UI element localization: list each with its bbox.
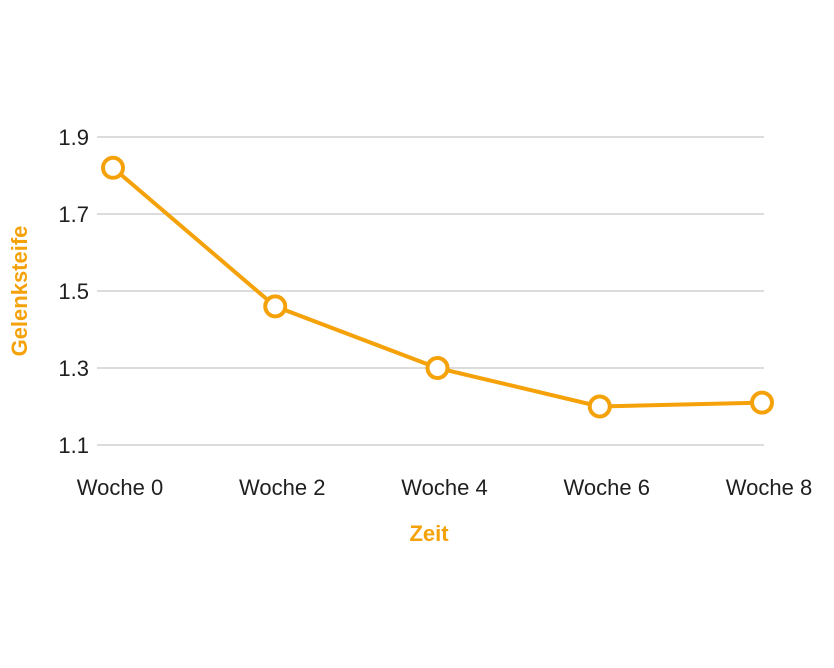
data-point bbox=[263, 294, 288, 319]
y-tick-label: 1.5 bbox=[58, 279, 89, 304]
x-axis-title: Zeit bbox=[409, 521, 449, 546]
gridlines bbox=[97, 136, 764, 446]
y-tick-label: 1.7 bbox=[58, 202, 89, 227]
x-tick-label: Woche 4 bbox=[401, 475, 487, 500]
data-point bbox=[587, 394, 612, 419]
x-tick-label: Woche 0 bbox=[77, 475, 163, 500]
x-tick-label: Woche 2 bbox=[239, 475, 325, 500]
data-point bbox=[425, 356, 450, 380]
y-axis-ticks: 1.1 1.3 1.5 1.7 1.9 bbox=[58, 125, 89, 458]
y-tick-label: 1.1 bbox=[58, 433, 89, 458]
data-point bbox=[750, 390, 774, 415]
y-tick-label: 1.9 bbox=[58, 125, 89, 150]
y-tick-label: 1.3 bbox=[58, 356, 89, 381]
x-tick-label: Woche 8 bbox=[726, 475, 812, 500]
y-axis-title: Gelenksteife bbox=[7, 226, 32, 357]
series-layer bbox=[101, 155, 774, 419]
x-axis-ticks: Woche 0 Woche 2 Woche 4 Woche 6 Woche 8 bbox=[77, 475, 812, 500]
x-tick-label: Woche 6 bbox=[564, 475, 650, 500]
data-point bbox=[101, 155, 125, 180]
